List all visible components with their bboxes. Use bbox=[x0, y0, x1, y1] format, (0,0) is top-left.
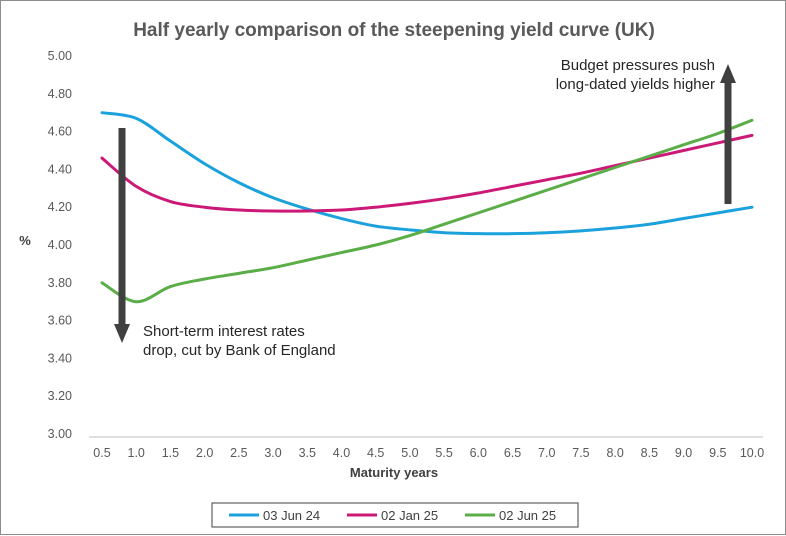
series-line-03-jun-24 bbox=[100, 111, 754, 236]
y-tick-label: 4.60 bbox=[48, 125, 72, 139]
y-axis-ticks: 3.00 3.20 3.40 3.60 3.80 4.00 4.20 4.40 4.60 4.80… bbox=[48, 49, 72, 441]
x-axis-label: Maturity years bbox=[350, 465, 438, 480]
x-tick-label: 2.5 bbox=[230, 446, 247, 460]
down-arrow-head bbox=[114, 324, 130, 343]
x-tick-label: 5.0 bbox=[401, 446, 418, 460]
legend-label-02-jan-25: 02 Jan 25 bbox=[381, 508, 438, 523]
down-arrow bbox=[114, 128, 130, 343]
x-tick-label: 1.0 bbox=[128, 446, 145, 460]
x-tick-label: 0.5 bbox=[93, 446, 110, 460]
x-tick-label: 3.5 bbox=[299, 446, 316, 460]
x-tick-label: 5.5 bbox=[435, 446, 452, 460]
legend-label-03-jun-24: 03 Jun 24 bbox=[263, 508, 320, 523]
legend: 03 Jun 24 02 Jan 25 02 Jun 25 bbox=[229, 508, 556, 523]
y-tick-label: 5.00 bbox=[48, 49, 72, 63]
x-tick-label: 6.5 bbox=[504, 446, 521, 460]
x-tick-label: 8.5 bbox=[641, 446, 658, 460]
chart-title: Half yearly comparison of the steepening… bbox=[133, 20, 655, 41]
y-tick-label: 3.40 bbox=[48, 351, 72, 365]
up-annotation-line2: long-dated yields higher bbox=[556, 76, 715, 93]
y-tick-label: 4.40 bbox=[48, 162, 72, 176]
up-arrow bbox=[720, 64, 736, 204]
x-tick-label: 4.0 bbox=[333, 446, 350, 460]
y-tick-label: 3.60 bbox=[48, 314, 72, 328]
y-tick-label: 3.80 bbox=[48, 276, 72, 290]
y-tick-label: 4.00 bbox=[48, 238, 72, 252]
x-tick-label: 4.5 bbox=[367, 446, 384, 460]
x-tick-label: 7.5 bbox=[572, 446, 589, 460]
y-tick-label: 3.00 bbox=[48, 427, 72, 441]
x-tick-label: 1.5 bbox=[162, 446, 179, 460]
series-line-02-jun-25 bbox=[100, 118, 754, 304]
series-lines bbox=[100, 111, 754, 304]
y-tick-label: 4.80 bbox=[48, 87, 72, 101]
x-tick-label: 6.0 bbox=[470, 446, 487, 460]
x-tick-label: 8.0 bbox=[606, 446, 623, 460]
up-annotation-line1: Budget pressures push bbox=[561, 57, 715, 74]
down-annotation-line2: drop, cut by Bank of England bbox=[143, 342, 336, 359]
x-tick-label: 9.0 bbox=[675, 446, 692, 460]
x-tick-label: 10.0 bbox=[740, 446, 764, 460]
x-tick-label: 3.0 bbox=[264, 446, 281, 460]
legend-box bbox=[211, 502, 579, 528]
x-tick-label: 2.0 bbox=[196, 446, 213, 460]
up-arrow-head bbox=[720, 64, 736, 83]
y-tick-label: 3.20 bbox=[48, 389, 72, 403]
series-line-02-jan-25 bbox=[100, 133, 754, 213]
legend-label-02-jun-25: 02 Jun 25 bbox=[499, 508, 556, 523]
y-axis-label: % bbox=[19, 233, 31, 248]
x-tick-label: 9.5 bbox=[709, 446, 726, 460]
y-tick-label: 4.20 bbox=[48, 200, 72, 214]
x-axis-ticks: 0.5 1.0 1.5 2.0 2.5 3.0 3.5 4.0 4.5 5.0 5.5 6.0 6.5 7… bbox=[93, 446, 764, 460]
down-annotation-line1: Short-term interest rates bbox=[143, 323, 305, 340]
x-tick-label: 7.0 bbox=[538, 446, 555, 460]
